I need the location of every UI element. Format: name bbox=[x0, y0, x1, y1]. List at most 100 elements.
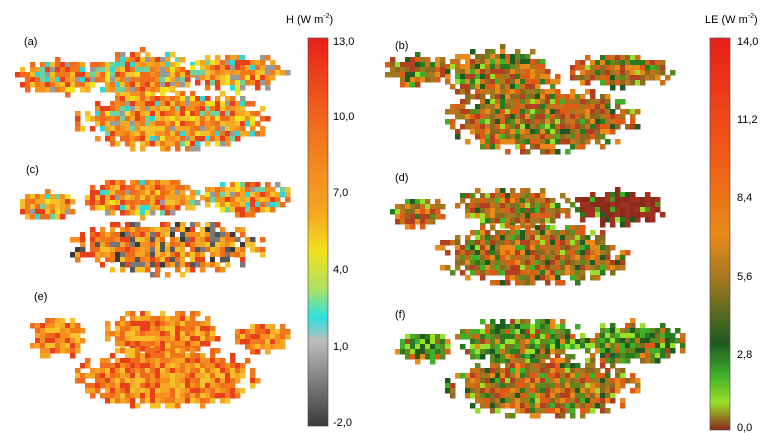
map-pixel bbox=[535, 260, 541, 266]
map-pixel bbox=[580, 109, 586, 115]
map-pixel bbox=[230, 388, 236, 394]
map-pixel bbox=[625, 217, 631, 223]
map-pixel bbox=[645, 343, 651, 349]
map-pixel bbox=[240, 70, 246, 76]
map-pixel bbox=[610, 378, 616, 384]
map-pixel bbox=[515, 388, 521, 394]
map-pixel bbox=[595, 139, 601, 145]
map-pixel bbox=[585, 124, 591, 130]
map-pixel bbox=[500, 398, 506, 404]
map-pixel bbox=[120, 116, 126, 122]
map-pixel bbox=[500, 280, 506, 286]
map-pixel bbox=[270, 329, 276, 335]
map-pixel bbox=[160, 57, 166, 63]
map-pixel bbox=[515, 250, 521, 256]
map-pixel bbox=[180, 200, 186, 206]
map-pixel bbox=[480, 319, 486, 325]
map-pixel bbox=[555, 265, 561, 271]
map-pixel bbox=[415, 57, 421, 63]
map-pixel bbox=[520, 193, 526, 199]
map-pixel bbox=[145, 136, 151, 142]
map-pixel bbox=[485, 213, 491, 219]
map-pixel bbox=[160, 326, 166, 332]
map-pixel bbox=[265, 70, 271, 76]
map-pixel bbox=[490, 225, 496, 231]
map-pixel bbox=[530, 245, 536, 251]
map-pixel bbox=[555, 393, 561, 399]
map-pixel bbox=[440, 67, 446, 73]
map-pixel bbox=[610, 55, 616, 61]
map-pixel bbox=[395, 209, 401, 215]
map-pixel bbox=[495, 104, 501, 110]
map-pixel bbox=[580, 94, 586, 100]
map-pixel bbox=[520, 349, 526, 355]
map-pixel bbox=[505, 74, 511, 80]
map-pixel bbox=[475, 89, 481, 95]
map-pixel bbox=[545, 378, 551, 384]
map-pixel bbox=[425, 57, 431, 63]
map-pixel bbox=[460, 245, 466, 251]
map-pixel bbox=[445, 79, 451, 85]
map-pixel bbox=[190, 121, 196, 127]
map-pixel bbox=[525, 354, 531, 360]
map-pixel bbox=[610, 358, 616, 364]
map-pixel bbox=[485, 208, 491, 214]
map-pixel bbox=[165, 343, 171, 349]
map-pixel bbox=[420, 214, 426, 220]
map-pixel bbox=[490, 218, 496, 224]
map-pixel bbox=[610, 348, 616, 354]
map-pixel bbox=[140, 262, 146, 268]
map-pixel bbox=[595, 383, 601, 389]
map-pixel bbox=[145, 373, 151, 379]
map-pixel bbox=[175, 341, 181, 347]
map-pixel bbox=[545, 208, 551, 214]
map-pixel bbox=[140, 57, 146, 63]
map-pixel bbox=[260, 75, 266, 81]
map-pixel bbox=[185, 195, 191, 201]
map-pixel bbox=[545, 94, 551, 100]
map-pixel bbox=[235, 334, 241, 340]
map-pixel bbox=[495, 354, 501, 360]
map-pixel bbox=[560, 265, 566, 271]
map-pixel bbox=[230, 75, 236, 81]
map-pixel bbox=[625, 343, 631, 349]
map-pixel bbox=[245, 207, 251, 213]
map-pixel bbox=[470, 230, 476, 236]
map-pixel bbox=[50, 62, 56, 68]
map-pixel bbox=[590, 373, 596, 379]
map-pixel bbox=[160, 398, 166, 404]
map-pixel bbox=[30, 343, 36, 349]
map-pixel bbox=[55, 67, 61, 73]
map-pixel bbox=[195, 131, 201, 137]
map-pixel bbox=[515, 208, 521, 214]
map-pixel bbox=[490, 245, 496, 251]
map-pixel bbox=[225, 106, 231, 112]
map-pixel bbox=[460, 344, 466, 350]
map-pixel bbox=[585, 373, 591, 379]
map-pixel bbox=[205, 121, 211, 127]
map-pixel bbox=[455, 74, 461, 80]
map-pixel bbox=[470, 69, 476, 75]
map-pixel bbox=[535, 139, 541, 145]
map-pixel bbox=[95, 195, 101, 201]
map-pixel bbox=[505, 334, 511, 340]
map-pixel bbox=[585, 408, 591, 414]
map-pixel bbox=[175, 57, 181, 63]
map-pixel bbox=[535, 393, 541, 399]
map-pixel bbox=[585, 393, 591, 399]
map-pixel bbox=[585, 197, 591, 203]
map-pixel bbox=[450, 59, 456, 65]
map-pixel bbox=[625, 70, 631, 76]
map-pixel bbox=[230, 383, 236, 389]
map-pixel bbox=[210, 348, 216, 354]
map-pixel bbox=[540, 383, 546, 389]
map-pixel bbox=[150, 57, 156, 63]
map-pixel bbox=[500, 265, 506, 271]
map-pixel bbox=[235, 70, 241, 76]
map-pixel bbox=[245, 111, 251, 117]
map-pixel bbox=[545, 119, 551, 125]
map-pixel bbox=[125, 136, 131, 142]
map-pixel bbox=[510, 54, 516, 60]
map-pixel bbox=[170, 116, 176, 122]
map-pixel bbox=[550, 260, 556, 266]
